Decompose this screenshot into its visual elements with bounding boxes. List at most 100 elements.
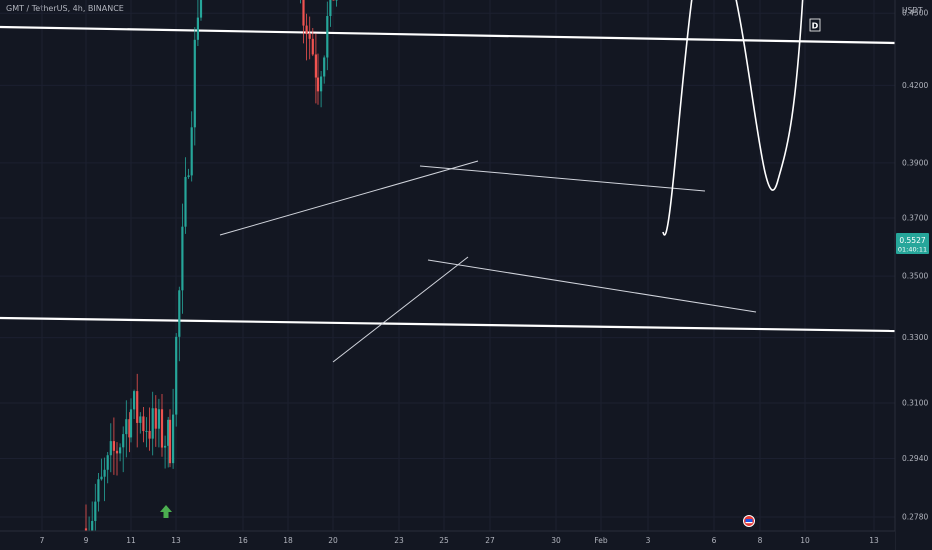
candle — [314, 33, 317, 104]
candle — [145, 417, 148, 448]
time-tick-label: 23 — [394, 536, 404, 545]
candle — [97, 472, 100, 512]
candle — [316, 53, 320, 105]
candle — [299, 0, 301, 4]
pattern-drawings[interactable] — [219, 160, 757, 363]
candle — [320, 71, 323, 108]
candle — [94, 483, 97, 538]
price-tick-label: 0.3100 — [902, 399, 928, 408]
event-flag-icon[interactable] — [743, 515, 755, 527]
time-tick-label: 13 — [171, 536, 181, 545]
price-tick-label: 0.2780 — [902, 513, 928, 522]
rising-wedge-upper[interactable] — [219, 160, 479, 236]
time-tick-label: 30 — [551, 536, 561, 545]
candle — [115, 442, 119, 476]
candle — [125, 400, 128, 458]
candle — [308, 16, 311, 60]
candle — [329, 0, 332, 27]
price-axis[interactable] — [895, 0, 932, 550]
price-tick-label: 0.4500 — [902, 9, 928, 18]
time-tick-label: 3 — [646, 536, 651, 545]
time-tick-label: 6 — [712, 536, 717, 545]
projection-curve[interactable] — [662, 0, 823, 236]
candle — [323, 55, 326, 84]
candle — [190, 111, 193, 182]
falling-channel-upper[interactable] — [419, 165, 706, 192]
candle — [106, 452, 109, 484]
candle — [128, 412, 131, 453]
candle — [142, 406, 145, 443]
time-tick-label: 11 — [126, 536, 136, 545]
candle — [302, 0, 305, 44]
time-tick-label: 20 — [328, 536, 338, 545]
candle — [178, 286, 181, 362]
time-tick-label: 9 — [84, 536, 89, 545]
price-tick-label: 0.2940 — [902, 454, 928, 463]
candle — [109, 423, 112, 473]
candle — [193, 27, 196, 146]
candle — [139, 412, 142, 434]
candle — [133, 389, 136, 419]
candle — [305, 13, 308, 61]
bar-countdown: 01:40:11 — [898, 246, 927, 254]
candle — [122, 426, 125, 473]
candle — [172, 388, 175, 469]
time-axis[interactable] — [0, 531, 895, 550]
currency-label: USDT — [902, 6, 923, 15]
candle — [119, 443, 122, 462]
trend-line-lower[interactable] — [0, 316, 896, 333]
time-tick-label: 7 — [40, 536, 45, 545]
candle — [167, 416, 170, 468]
candle — [157, 398, 160, 448]
current-price: 0.5527 — [899, 236, 925, 245]
candle — [168, 409, 172, 468]
candle — [184, 157, 187, 234]
candle — [112, 417, 115, 475]
candle — [100, 458, 103, 481]
time-tick-label: 13 — [869, 536, 879, 545]
price-tick-label: 0.4200 — [902, 81, 928, 90]
price-tick-label: 0.3700 — [902, 213, 928, 222]
time-ticks: 7 9 11 13 16 18 20 23 25 27 30 Feb 3 6 8 10 13 — [40, 536, 879, 545]
time-tick-label: 16 — [238, 536, 248, 545]
candles — [84, 0, 338, 550]
candle — [196, 0, 199, 47]
time-tick-label: 8 — [758, 536, 763, 545]
candle — [332, 0, 335, 1]
candle — [335, 0, 338, 7]
candle — [148, 407, 151, 451]
current-price-tag — [896, 233, 929, 254]
time-tick-label: Feb — [594, 536, 608, 545]
candle — [311, 28, 314, 57]
annotation-label: D — [812, 22, 819, 31]
candle — [175, 333, 178, 427]
candle — [164, 435, 167, 469]
candle — [151, 391, 154, 456]
candle — [199, 0, 203, 21]
candle — [129, 398, 133, 443]
rising-wedge-lower[interactable] — [332, 256, 469, 363]
price-tick-label: 0.3900 — [902, 158, 928, 167]
candle — [160, 394, 164, 457]
price-tick-label: 0.3500 — [902, 272, 928, 281]
candle — [181, 203, 184, 314]
falling-channel-lower[interactable] — [427, 259, 757, 313]
candle — [154, 395, 157, 447]
price-ticks: 0.90000.85000.80000.75000.71000.67000.63… — [902, 9, 928, 522]
time-tick-label: 27 — [485, 536, 495, 545]
symbol-title: GMT / TetherUS, 4h, BINANCE — [6, 4, 124, 13]
time-tick-label: 18 — [283, 536, 293, 545]
candle — [136, 373, 139, 448]
grid-lines — [0, 0, 895, 531]
trend-line-upper[interactable] — [0, 25, 896, 45]
time-tick-label: 10 — [800, 536, 810, 545]
candle — [326, 1, 329, 71]
annotation-box[interactable] — [809, 18, 821, 32]
buy-signal-arrow-icon — [160, 505, 172, 518]
price-tick-label: 0.3300 — [902, 333, 928, 342]
candle — [187, 168, 190, 179]
time-tick-label: 25 — [439, 536, 449, 545]
candle — [103, 457, 106, 502]
